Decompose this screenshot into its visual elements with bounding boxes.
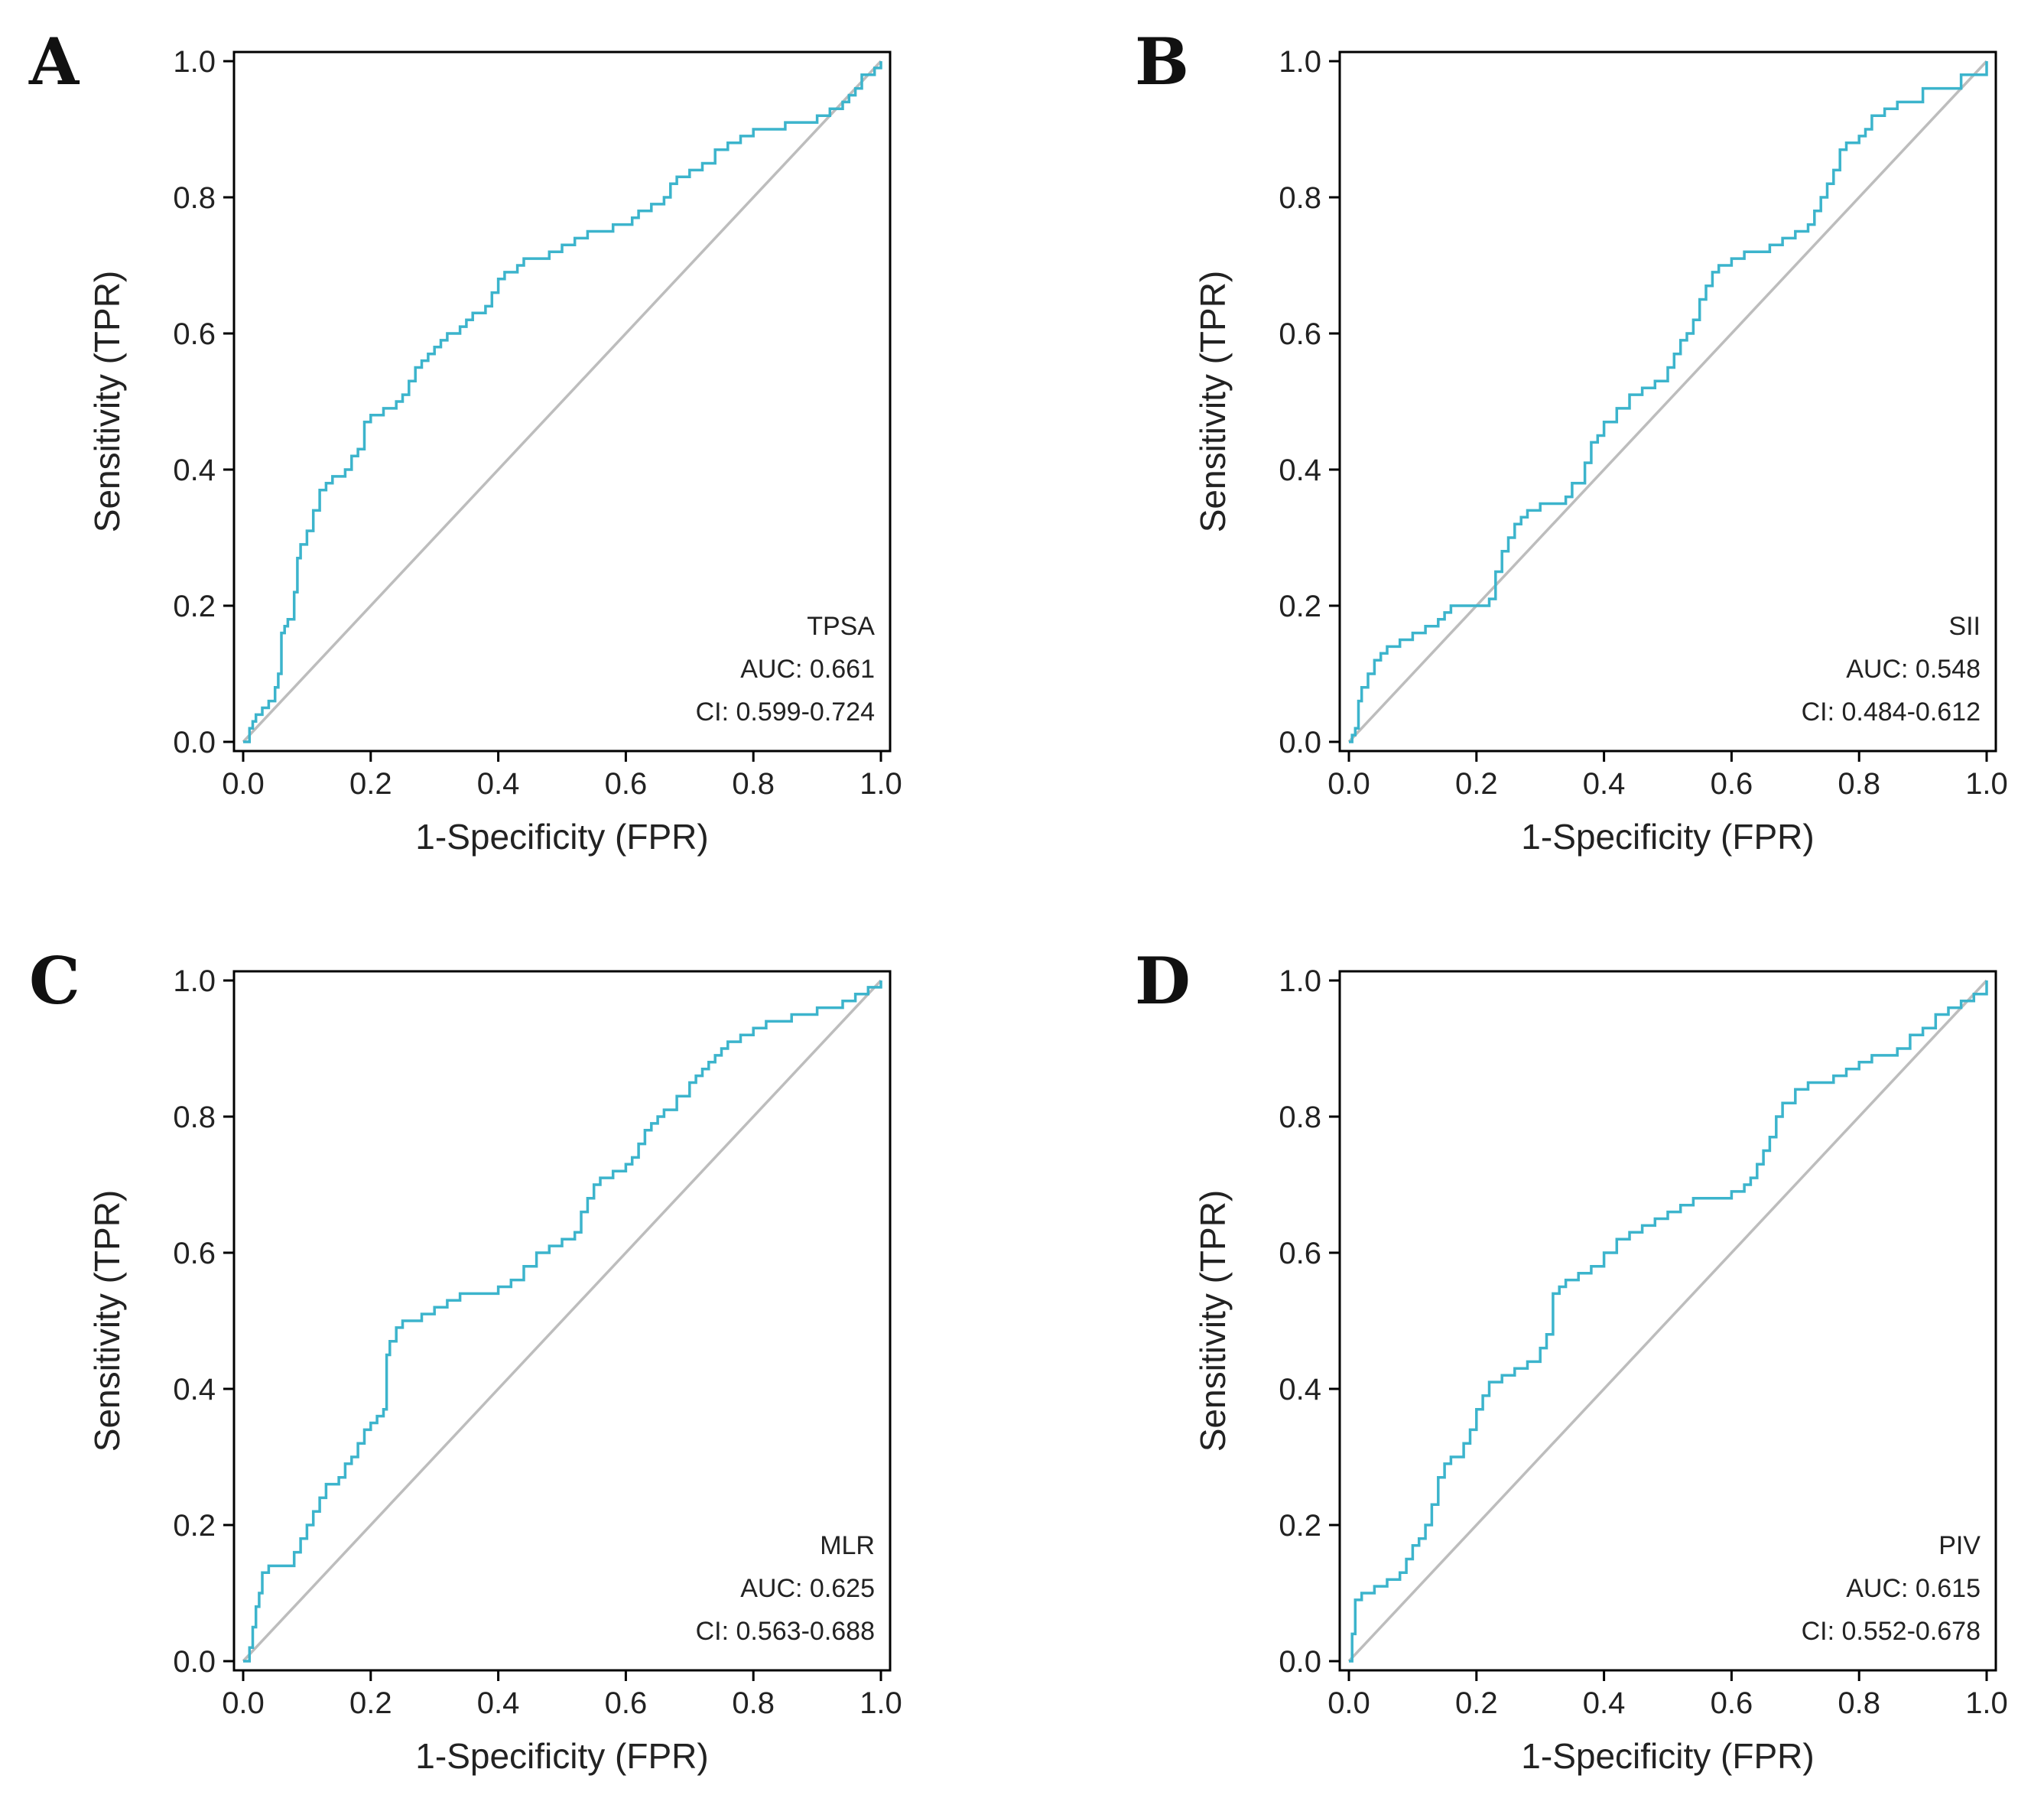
y-tick-label-a-5: 1.0 <box>173 45 216 79</box>
roc-curve-c <box>243 980 882 1663</box>
legend-auc-a: AUC: 0.661 <box>740 655 875 684</box>
panel-c: C 0.0 0.2 0.4 0.6 0.8 1.0 0.0 0.2 0.4 0.6 0.8 1.0 1-S… <box>29 943 902 1776</box>
panel-b: B 0.0 0.2 0.4 0.6 0.8 1.0 0.0 0.2 0.4 0.6 0.8 1.0 1-S… <box>1135 24 2008 857</box>
legend-name-a: TPSA <box>807 612 875 641</box>
x-tick-label-b-5: 1.0 <box>1965 767 2008 801</box>
x-tick-label-d-3: 0.6 <box>1711 1686 1753 1720</box>
y-tick-label-c-3: 0.6 <box>173 1237 216 1270</box>
x-tick-label-d-5: 1.0 <box>1965 1686 2008 1720</box>
plot-frame-a <box>232 50 892 753</box>
y-tick-label-c-5: 1.0 <box>173 964 216 998</box>
reference-line-d <box>1347 979 1988 1663</box>
x-axis-title-b: 1-Specificity (FPR) <box>1521 817 1814 857</box>
legend-name-d: PIV <box>1938 1531 1981 1560</box>
x-tick-label-c-3: 0.6 <box>605 1686 648 1720</box>
y-tick-label-d-1: 0.2 <box>1279 1509 1321 1543</box>
panel-letter-c: C <box>29 943 80 1019</box>
panel-letter-a: A <box>28 24 80 99</box>
y-tick-label-c-4: 0.8 <box>173 1101 216 1134</box>
reference-line-c <box>242 979 882 1663</box>
legend-ci-a: CI: 0.599-0.724 <box>696 698 875 727</box>
x-tick-label-b-1: 0.2 <box>1455 767 1498 801</box>
y-tick-label-c-0: 0.0 <box>173 1645 216 1679</box>
y-tick-label-b-4: 0.8 <box>1279 181 1321 215</box>
legend-name-c: MLR <box>820 1531 875 1560</box>
x-tick-label-a-1: 0.2 <box>349 767 392 801</box>
x-axis-title-c: 1-Specificity (FPR) <box>415 1736 708 1776</box>
x-tick-label-a-4: 0.8 <box>732 767 775 801</box>
panel-letter-b: B <box>1135 24 1189 99</box>
legend-name-b: SII <box>1948 612 1981 641</box>
y-tick-label-a-1: 0.2 <box>173 590 216 623</box>
roc-curve-d <box>1349 980 1988 1663</box>
y-tick-label-d-4: 0.8 <box>1279 1101 1321 1134</box>
x-tick-label-d-0: 0.0 <box>1327 1686 1370 1720</box>
y-axis-title-c: Sensitivity (TPR) <box>87 1190 127 1452</box>
y-tick-label-c-2: 0.4 <box>173 1373 216 1406</box>
x-tick-label-d-2: 0.4 <box>1583 1686 1626 1720</box>
x-tick-label-b-4: 0.8 <box>1838 767 1880 801</box>
x-tick-label-b-0: 0.0 <box>1327 767 1370 801</box>
x-tick-label-b-2: 0.4 <box>1583 767 1626 801</box>
legend-ci-d: CI: 0.552-0.678 <box>1802 1617 1981 1646</box>
legend-ci-b: CI: 0.484-0.612 <box>1802 698 1981 727</box>
x-tick-label-d-4: 0.8 <box>1838 1686 1880 1720</box>
plot-frame-d <box>1338 970 1997 1672</box>
y-tick-label-b-1: 0.2 <box>1279 590 1321 623</box>
y-tick-label-d-3: 0.6 <box>1279 1237 1321 1270</box>
y-axis-title-b: Sensitivity (TPR) <box>1193 271 1233 532</box>
y-tick-label-b-2: 0.4 <box>1279 454 1321 487</box>
legend-auc-d: AUC: 0.615 <box>1846 1574 1981 1603</box>
x-tick-label-a-3: 0.6 <box>605 767 648 801</box>
x-tick-label-a-2: 0.4 <box>477 767 520 801</box>
x-tick-label-a-5: 1.0 <box>860 767 902 801</box>
x-axis-title-a: 1-Specificity (FPR) <box>415 817 708 857</box>
y-tick-label-a-4: 0.8 <box>173 181 216 215</box>
panel-a: A 0.0 0.2 0.4 0.6 0.8 1.0 0.0 0.2 0.4 0.6 0.8 1.0 1-S… <box>28 24 902 857</box>
x-tick-label-d-1: 0.2 <box>1455 1686 1498 1720</box>
roc-curve-a <box>243 61 882 743</box>
legend-ci-c: CI: 0.563-0.688 <box>696 1617 875 1646</box>
legend-auc-b: AUC: 0.548 <box>1846 655 1981 684</box>
x-tick-label-c-2: 0.4 <box>477 1686 520 1720</box>
y-tick-label-d-5: 1.0 <box>1279 964 1321 998</box>
x-tick-label-b-3: 0.6 <box>1711 767 1753 801</box>
y-tick-label-b-5: 1.0 <box>1279 45 1321 79</box>
x-tick-label-c-4: 0.8 <box>732 1686 775 1720</box>
panel-letter-d: D <box>1135 943 1191 1019</box>
legend-auc-c: AUC: 0.625 <box>740 1574 875 1603</box>
y-tick-label-a-3: 0.6 <box>173 317 216 351</box>
y-tick-label-d-2: 0.4 <box>1279 1373 1321 1406</box>
y-axis-title-a: Sensitivity (TPR) <box>87 271 127 532</box>
y-tick-label-a-2: 0.4 <box>173 454 216 487</box>
x-tick-label-c-0: 0.0 <box>222 1686 265 1720</box>
reference-line-a <box>242 60 882 743</box>
x-tick-label-c-1: 0.2 <box>349 1686 392 1720</box>
x-tick-label-a-0: 0.0 <box>222 767 265 801</box>
reference-line-b <box>1347 60 1988 743</box>
y-tick-label-b-0: 0.0 <box>1279 726 1321 759</box>
y-axis-title-d: Sensitivity (TPR) <box>1193 1190 1233 1452</box>
roc-curve-b <box>1349 61 1988 743</box>
x-axis-title-d: 1-Specificity (FPR) <box>1521 1736 1814 1776</box>
y-tick-label-d-0: 0.0 <box>1279 1645 1321 1679</box>
plot-frame-c <box>232 970 892 1672</box>
y-tick-label-c-1: 0.2 <box>173 1509 216 1543</box>
x-tick-label-c-5: 1.0 <box>860 1686 902 1720</box>
plot-frame-b <box>1338 50 1997 753</box>
panel-d: D 0.0 0.2 0.4 0.6 0.8 1.0 0.0 0.2 0.4 0.6 0.8 1.0 1-S… <box>1135 943 2008 1776</box>
y-tick-label-b-3: 0.6 <box>1279 317 1321 351</box>
y-tick-label-a-0: 0.0 <box>173 726 216 759</box>
